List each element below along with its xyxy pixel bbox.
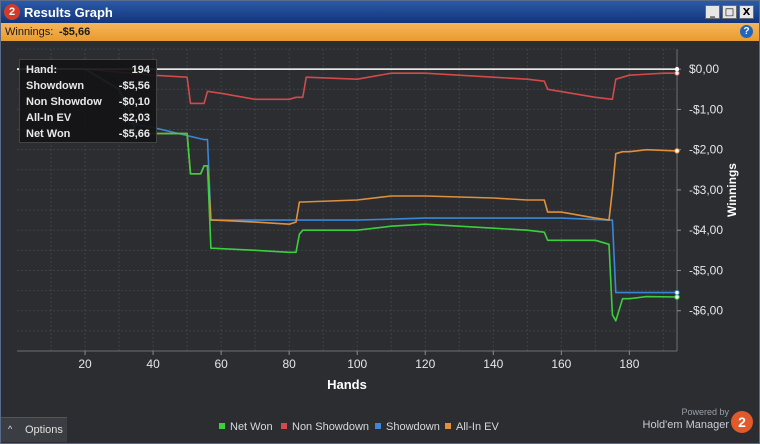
- window-title: Results Graph: [24, 5, 113, 20]
- help-icon[interactable]: ?: [740, 25, 753, 38]
- legend-swatch: [219, 423, 225, 429]
- y-tick-label: -$2,00: [689, 143, 723, 157]
- x-tick-label: 120: [415, 357, 435, 371]
- x-tick-label: 100: [347, 357, 367, 371]
- brand-name: Hold'em Manager: [642, 419, 729, 431]
- y-tick-label: -$4,00: [689, 223, 723, 237]
- title-bar[interactable]: 2 Results Graph _ □ X: [1, 1, 759, 23]
- x-tick-label: 40: [146, 357, 160, 371]
- brand-logo-icon: 2: [731, 411, 753, 433]
- legend-swatch: [445, 423, 451, 429]
- options-button[interactable]: ^ Options: [1, 417, 67, 442]
- y-axis-title: Winnings: [725, 163, 739, 217]
- tooltip-row: Hand: 194: [26, 64, 150, 76]
- maximize-button[interactable]: □: [722, 5, 737, 19]
- tooltip-row: Net Won -$5,66: [26, 128, 150, 140]
- y-tick-label: $0,00: [689, 62, 719, 76]
- series-end-point: [674, 70, 680, 76]
- y-tick-label: -$3,00: [689, 183, 723, 197]
- x-tick-label: 160: [551, 357, 571, 371]
- series-line-non-showdown[interactable]: [17, 68, 677, 105]
- x-tick-label: 80: [282, 357, 296, 371]
- y-tick-label: -$5,00: [689, 263, 723, 277]
- series-end-point: [674, 294, 680, 300]
- x-tick-label: 180: [619, 357, 639, 371]
- legend-item-allin-ev[interactable]: All-In EV: [445, 421, 499, 433]
- y-tick-label: -$1,00: [689, 102, 723, 116]
- legend-item-net-won[interactable]: Net Won: [219, 421, 273, 433]
- tooltip-row: All-In EV -$2,03: [26, 112, 150, 124]
- winnings-label: Winnings:: [5, 26, 54, 38]
- minimize-button[interactable]: _: [705, 5, 720, 19]
- legend-swatch: [375, 423, 381, 429]
- app-logo-icon: 2: [4, 4, 20, 20]
- tooltip-row: Showdown -$5,56: [26, 80, 150, 92]
- winnings-value: -$5,66: [59, 26, 91, 38]
- winnings-bar: Winnings: -$5,66 ?: [1, 23, 759, 41]
- legend-swatch: [281, 423, 287, 429]
- chevron-up-icon: ^: [8, 424, 13, 434]
- hand-tooltip: Hand: 194 Showdown -$5,56 Non Showdow -$0,1…: [19, 59, 157, 143]
- y-tick-label: -$6,00: [689, 304, 723, 318]
- series-end-point: [674, 148, 680, 154]
- x-tick-label: 20: [78, 357, 92, 371]
- x-tick-label: 60: [214, 357, 228, 371]
- series-line-net-won[interactable]: [17, 68, 678, 322]
- powered-by-label: Powered by: [681, 407, 729, 417]
- x-axis-title: Hands: [327, 377, 367, 392]
- legend-item-non-showdown[interactable]: Non Showdown: [281, 421, 369, 433]
- zero-end-point: [674, 66, 680, 72]
- series-end-point: [674, 289, 680, 296]
- x-tick-label: 140: [483, 357, 503, 371]
- legend-item-showdown[interactable]: Showdown: [375, 421, 440, 433]
- tooltip-row: Non Showdow -$0,10: [26, 96, 150, 108]
- options-label: Options: [25, 424, 63, 436]
- close-button[interactable]: X: [739, 5, 754, 19]
